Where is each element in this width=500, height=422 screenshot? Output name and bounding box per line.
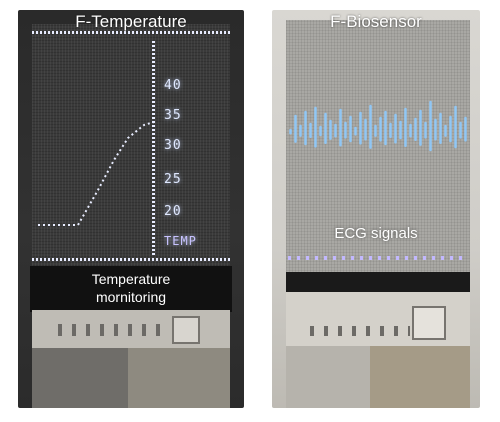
fabric-patch-dark: [32, 348, 128, 408]
sensor-chip: [172, 316, 200, 344]
temp-axis-tag: TEMP: [164, 234, 197, 248]
circuit-trace: [310, 326, 410, 336]
temperature-curve: [38, 121, 155, 226]
temp-tick-35: 35: [164, 108, 182, 123]
fabric-patch-tan: [128, 348, 230, 408]
led-purple-row: [288, 256, 468, 260]
black-band: [286, 272, 470, 292]
circuit-trace: [58, 324, 168, 336]
temp-tick-30: 30: [164, 138, 182, 153]
caption-line-2: mornitoring: [95, 289, 167, 305]
temp-tick-20: 20: [164, 204, 182, 219]
dark-knit-fabric: [32, 24, 230, 272]
fabric-patch-grey: [286, 346, 370, 408]
temp-tick-40: 40: [164, 78, 182, 93]
f-temperature-photo: 40 35 30 25 20 TEMP F-Temperature Temper…: [18, 10, 244, 408]
caption-line-1: Temperature: [91, 271, 171, 287]
light-knit-fabric: [286, 20, 470, 274]
led-bottom-border: [32, 258, 230, 261]
circuit-section: [286, 292, 470, 408]
fabric-patch-tan: [370, 346, 470, 408]
sensor-chip: [412, 306, 446, 340]
f-temperature-title: F-Temperature: [75, 12, 187, 31]
led-top-border: [32, 31, 230, 34]
circuit-section: [32, 310, 230, 408]
ecg-caption: ECG signals: [334, 225, 418, 242]
f-biosensor-photo: F-Biosensor ECG signals: [272, 10, 480, 408]
f-biosensor-title: F-Biosensor: [330, 12, 422, 31]
led-axis-line: [152, 40, 155, 255]
ecg-waveform: [289, 100, 467, 152]
temp-tick-25: 25: [164, 172, 182, 187]
temperature-caption: Temperature mornitoring: [30, 266, 232, 312]
